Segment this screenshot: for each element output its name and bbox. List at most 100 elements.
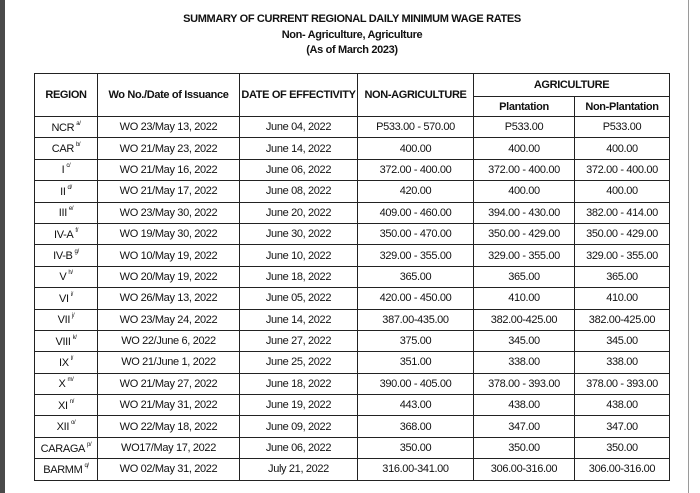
cell-effectivity: June 04, 2022 [239,115,358,139]
cell-non-plantation: 345.00 [573,329,671,353]
footnote-marker: d/ [67,184,73,191]
cell-effectivity: June 10, 2022 [239,244,358,267]
cell-effectivity: June 18, 2022 [239,265,358,289]
cell-non-plantation: 400.00 [573,180,671,203]
footnote-marker: q/ [84,462,89,469]
cell-plantation: 338.00 [473,351,575,374]
cell-wo: WO 26/May 13, 2022 [97,287,240,310]
footnote-marker: i/ [70,291,74,298]
cell-non-agriculture: 420.00 [357,180,474,203]
header-plantation: Plantation [473,96,575,117]
region-name: X [58,378,66,391]
footnote-marker: c/ [66,163,71,170]
cell-effectivity: June 14, 2022 [239,308,358,331]
cell-non-agriculture: 443.00 [357,394,474,417]
cell-plantation: 382.00-425.00 [473,308,575,331]
cell-plantation: 329.00 - 355.00 [473,244,575,267]
cell-region: CARAGA p/ [34,436,98,460]
cell-non-agriculture: 375.00 [357,329,474,353]
cell-plantation: 400.00 [473,180,575,203]
as-of-date: (As of March 2023) [306,44,398,56]
region-name: XII [56,421,70,434]
cell-non-agriculture: 350.00 - 470.00 [357,222,474,246]
region-name: NCR [51,121,75,134]
cell-region: VI i/ [34,287,98,310]
region-name: IV-B [53,250,73,263]
viewer-right-edge [688,0,689,493]
table-row: III e/WO 23/May 30, 2022 June 20, 2022 409.… [34,201,671,224]
header-wo: Wo No./Date of Issuance [97,73,240,117]
footnote-marker: f/ [75,227,79,234]
footnote-marker: g/ [74,249,80,256]
cell-non-plantation: 365.00 [573,265,671,289]
cell-wo: WO 19/May 30, 2022 [97,222,240,246]
table-row: XII o/WO 22/May 18, 2022 June 09, 2022 368.… [34,415,671,438]
cell-non-agriculture: 372.00 - 400.00 [357,158,474,182]
footnote-marker: h/ [68,270,73,277]
cell-wo: WO 21/May 31, 2022 [97,394,240,417]
cell-non-agriculture: 390.00 - 405.00 [357,372,474,396]
cell-plantation: 306.00-316.00 [473,458,575,481]
cell-wo: WO 21/May 16, 2022 [97,158,240,182]
cell-non-agriculture: 350.00 [357,436,474,460]
document-header: SUMMARY OF CURRENT REGIONAL DAILY MINIMU… [0,12,700,59]
header-non-agriculture: NON-AGRICULTURE [357,73,474,117]
cell-plantation: P533.00 [473,115,575,139]
cell-region: NCR a/ [34,115,98,139]
table-row: CAR b/WO 21/May 23, 2022 June 14, 2022 400.… [34,137,671,160]
cell-non-agriculture: 400.00 [357,137,474,160]
table-row: IX l/WO 21/June 1, 2022 June 25, 2022 351.0… [34,351,671,374]
header-agriculture: AGRICULTURE [472,73,671,97]
cell-wo: WO 21/May 23, 2022 [97,137,240,160]
cell-effectivity: June 30, 2022 [239,222,358,246]
cell-effectivity: June 27, 2022 [239,329,358,353]
header-effectivity: DATE OF EFFECTIVITY [239,73,358,117]
cell-wo: WO 22/May 18, 2022 [97,415,240,438]
table-row: VIII k/WO 22/June 6, 2022 June 27, 2022 375… [34,329,671,353]
cell-non-plantation: 400.00 [573,137,671,160]
document-subtitle: Non- Agriculture, Agriculture [281,28,423,41]
cell-wo: WO 10/May 19, 2022 [97,244,240,267]
cell-region: CAR b/ [34,137,98,160]
cell-region: XII o/ [34,415,98,438]
cell-non-plantation: 350.00 - 429.00 [573,222,671,246]
cell-non-plantation: 329.00 - 355.00 [573,244,671,267]
cell-plantation: 394.00 - 430.00 [473,201,575,224]
cell-non-plantation: 410.00 [573,287,671,310]
cell-non-plantation: 378.00 - 393.00 [573,372,671,396]
cell-plantation: 345.00 [473,329,575,353]
document-title: SUMMARY OF CURRENT REGIONAL DAILY MINIMU… [183,13,521,25]
region-name: V [59,271,67,284]
cell-non-agriculture: 368.00 [357,415,474,438]
cell-non-plantation: P533.00 [573,115,671,139]
footnote-marker: e/ [68,206,74,213]
cell-wo: WO 22/June 6, 2022 [97,329,240,353]
cell-plantation: 347.00 [473,415,575,438]
table-row: IV-B g/WO 10/May 19, 2022 June 10, 2022 329… [34,244,671,267]
cell-plantation: 350.00 [473,436,575,460]
cell-effectivity: June 19, 2022 [239,394,358,417]
footnote-marker: m/ [67,377,74,384]
cell-plantation: 365.00 [473,265,575,289]
footnote-marker: n/ [69,398,75,405]
region-name: XI [57,399,68,412]
footnote-marker: o/ [71,420,76,427]
region-name: I [61,164,65,177]
cell-region: BARMM q/ [34,458,98,481]
cell-non-agriculture: P533.00 - 570.00 [357,115,474,139]
cell-effectivity: July 21, 2022 [239,458,358,481]
table-row: XI n/WO 21/May 31, 2022 June 19, 2022 443.0… [34,394,671,417]
cell-non-plantation: 347.00 [573,415,671,438]
footnote-marker: b/ [75,142,81,149]
cell-non-plantation: 338.00 [573,351,671,374]
footnote-marker: a/ [76,120,81,127]
cell-region: IV-A f/ [34,222,98,246]
cell-effectivity: June 14, 2022 [239,137,358,160]
cell-effectivity: June 25, 2022 [239,351,358,374]
region-name: IV-A [53,228,74,241]
